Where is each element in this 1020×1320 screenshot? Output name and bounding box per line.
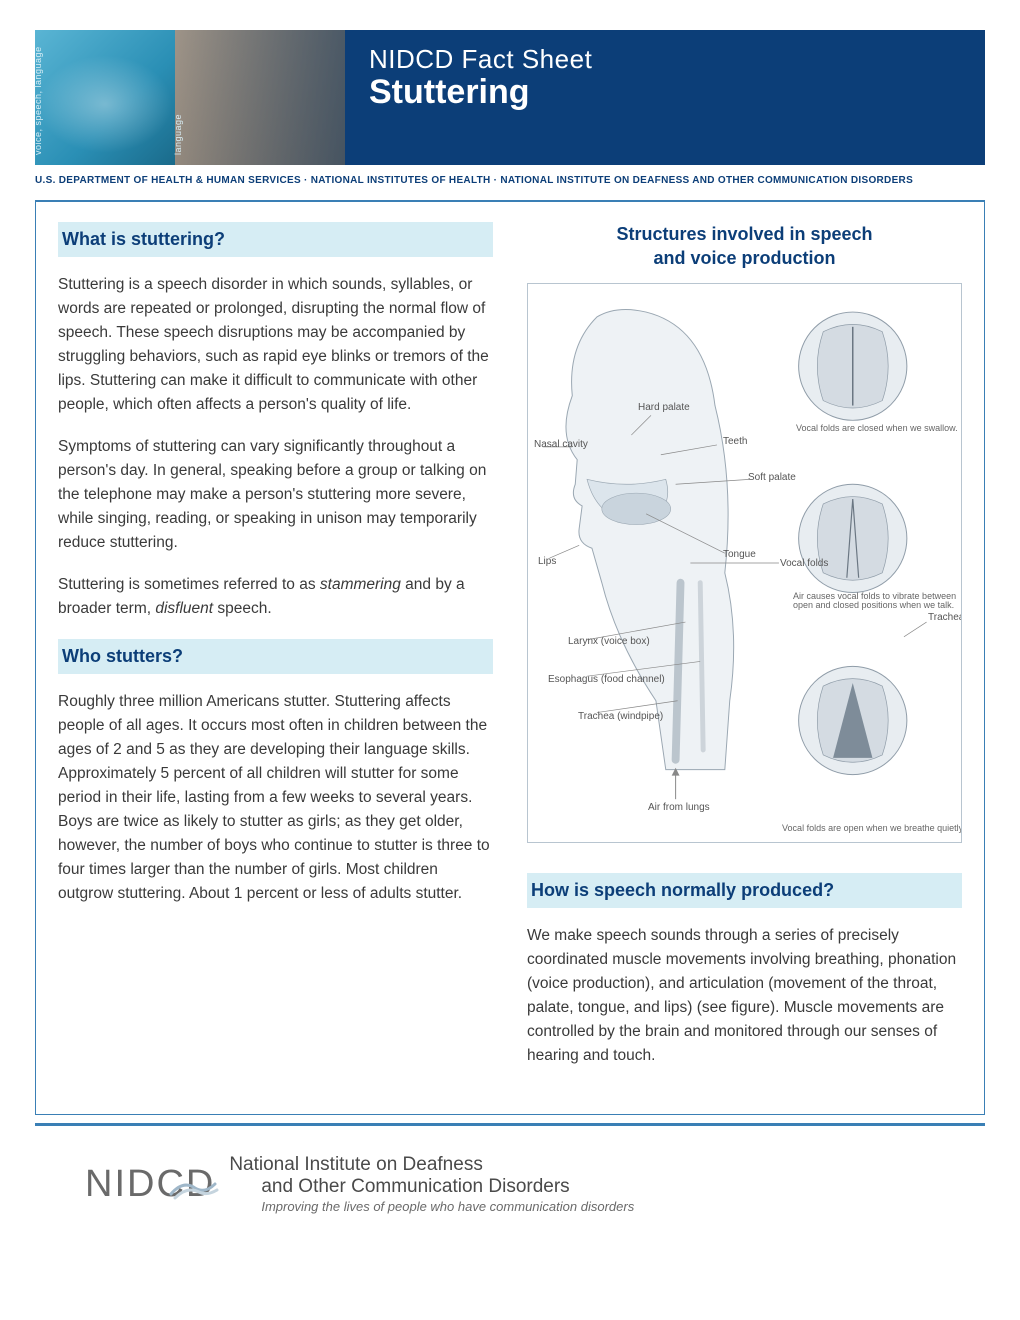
label-vocal-folds: Vocal folds	[780, 558, 828, 569]
label-lips: Lips	[538, 556, 556, 567]
label-nasal: Nasal cavity	[534, 439, 588, 450]
what-p3-em2: disfluent	[155, 600, 213, 617]
label-teeth: Teeth	[723, 436, 747, 447]
label-trachea-wind: Trachea (windpipe)	[578, 711, 663, 722]
diagram-title-l2: and voice production	[653, 248, 835, 268]
header-images: voice, speech, language language	[35, 30, 345, 165]
heading-how: How is speech normally produced?	[527, 873, 962, 908]
header-overline: NIDCD Fact Sheet	[369, 44, 961, 75]
label-soft-palate: Soft palate	[748, 472, 796, 483]
diagram-title: Structures involved in speech and voice …	[527, 222, 962, 271]
org-footer: NIDCD National Institute on Deafness and…	[35, 1126, 985, 1225]
header-photo-right	[175, 30, 345, 165]
header-title: Stuttering	[369, 73, 961, 112]
anatomy-svg	[528, 284, 961, 842]
what-p1: Stuttering is a speech disorder in which…	[58, 273, 493, 417]
label-trachea: Trachea	[928, 612, 962, 623]
label-tongue: Tongue	[723, 549, 756, 560]
heading-who: Who stutters?	[58, 639, 493, 674]
heading-what: What is stuttering?	[58, 222, 493, 257]
what-p2: Symptoms of stuttering can vary signific…	[58, 435, 493, 555]
side-label-left: voice, speech, language	[33, 46, 43, 155]
what-p3: Stuttering is sometimes referred to as s…	[58, 573, 493, 621]
caption-vibrate: Air causes vocal folds to vibrate betwee…	[793, 592, 962, 612]
who-p1: Roughly three million Americans stutter.…	[58, 690, 493, 906]
right-column: Structures involved in speech and voice …	[527, 222, 962, 1086]
swirl-icon	[169, 1174, 219, 1200]
header-title-block: NIDCD Fact Sheet Stuttering	[345, 30, 985, 165]
what-p3-em1: stammering	[320, 576, 401, 593]
label-larynx: Larynx (voice box)	[568, 636, 650, 647]
org-name-l2: and Other Communication Disorders	[229, 1176, 634, 1198]
header-banner: voice, speech, language language NIDCD F…	[35, 30, 985, 165]
diagram-title-l1: Structures involved in speech	[616, 224, 872, 244]
left-column: What is stuttering? Stuttering is a spee…	[58, 222, 493, 1086]
how-p1: We make speech sounds through a series o…	[527, 924, 962, 1068]
what-p3-post: speech.	[213, 600, 272, 617]
department-line: U.S. DEPARTMENT OF HEALTH & HUMAN SERVIC…	[35, 169, 985, 200]
page: voice, speech, language language NIDCD F…	[0, 0, 1020, 1244]
anatomy-diagram: Nasal cavity Hard palate Teeth Soft pala…	[527, 283, 962, 843]
what-p3-pre: Stuttering is sometimes referred to as	[58, 576, 320, 593]
caption-open: Vocal folds are open when we breathe qui…	[750, 824, 962, 834]
label-air-lungs: Air from lungs	[648, 802, 710, 813]
label-hard-palate: Hard palate	[638, 402, 690, 413]
header-photo-left	[35, 30, 175, 165]
org-text: National Institute on Deafness and Other…	[229, 1154, 634, 1215]
caption-closed: Vocal folds are closed when we swallow.	[796, 424, 961, 434]
content-frame: What is stuttering? Stuttering is a spee…	[35, 202, 985, 1115]
org-tagline: Improving the lives of people who have c…	[229, 1199, 634, 1214]
side-label-right: language	[173, 114, 183, 155]
org-logo: NIDCD	[85, 1163, 215, 1206]
label-esophagus: Esophagus (food channel)	[548, 674, 665, 685]
org-name-l1: National Institute on Deafness	[229, 1154, 634, 1176]
